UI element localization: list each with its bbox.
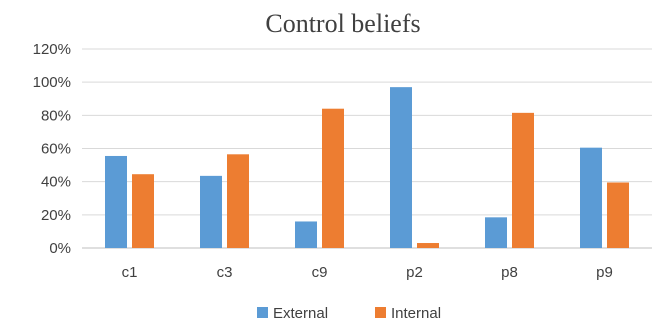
- y-tick-label: 40%: [41, 174, 71, 191]
- gridlines: [82, 48, 652, 249]
- legend-swatch-internal: [375, 307, 386, 318]
- bar-external-c1: [105, 155, 127, 248]
- x-category-label: c1: [122, 264, 138, 281]
- y-axis-ticks: 0% 20% 40% 60% 80% 100% 120%: [33, 41, 71, 257]
- y-tick-label: 100%: [33, 74, 71, 91]
- bar-internal-c1: [132, 174, 154, 248]
- y-tick-label: 20%: [41, 207, 71, 224]
- x-category-label: c3: [217, 264, 233, 281]
- bar-external-c3: [200, 175, 222, 248]
- y-tick-label: 60%: [41, 141, 71, 158]
- legend: External Internal: [257, 305, 441, 322]
- bar-internal-c3: [227, 154, 249, 248]
- legend-label-external: External: [273, 305, 328, 322]
- bar-internal-p8: [512, 112, 534, 249]
- bar-external-c9: [295, 221, 317, 248]
- chart-title: Control beliefs: [265, 9, 420, 38]
- x-category-label: p2: [406, 264, 423, 281]
- legend-label-internal: Internal: [391, 305, 441, 322]
- y-tick-label: 80%: [41, 107, 71, 124]
- bar-internal-c9: [322, 108, 344, 248]
- bar-external-p2: [390, 87, 412, 249]
- y-tick-label: 120%: [33, 41, 71, 58]
- x-axis-categories: c1 c3 c9 p2 p8 p9: [122, 264, 613, 281]
- bar-internal-p2: [417, 243, 439, 248]
- bar-external-p8: [485, 217, 507, 248]
- bar-external-p9: [580, 147, 602, 248]
- legend-swatch-external: [257, 307, 268, 318]
- x-category-label: c9: [312, 264, 328, 281]
- bars: [105, 87, 629, 249]
- bar-internal-p9: [607, 182, 629, 248]
- x-category-label: p9: [596, 264, 613, 281]
- x-category-label: p8: [501, 264, 518, 281]
- y-tick-label: 0%: [49, 240, 71, 257]
